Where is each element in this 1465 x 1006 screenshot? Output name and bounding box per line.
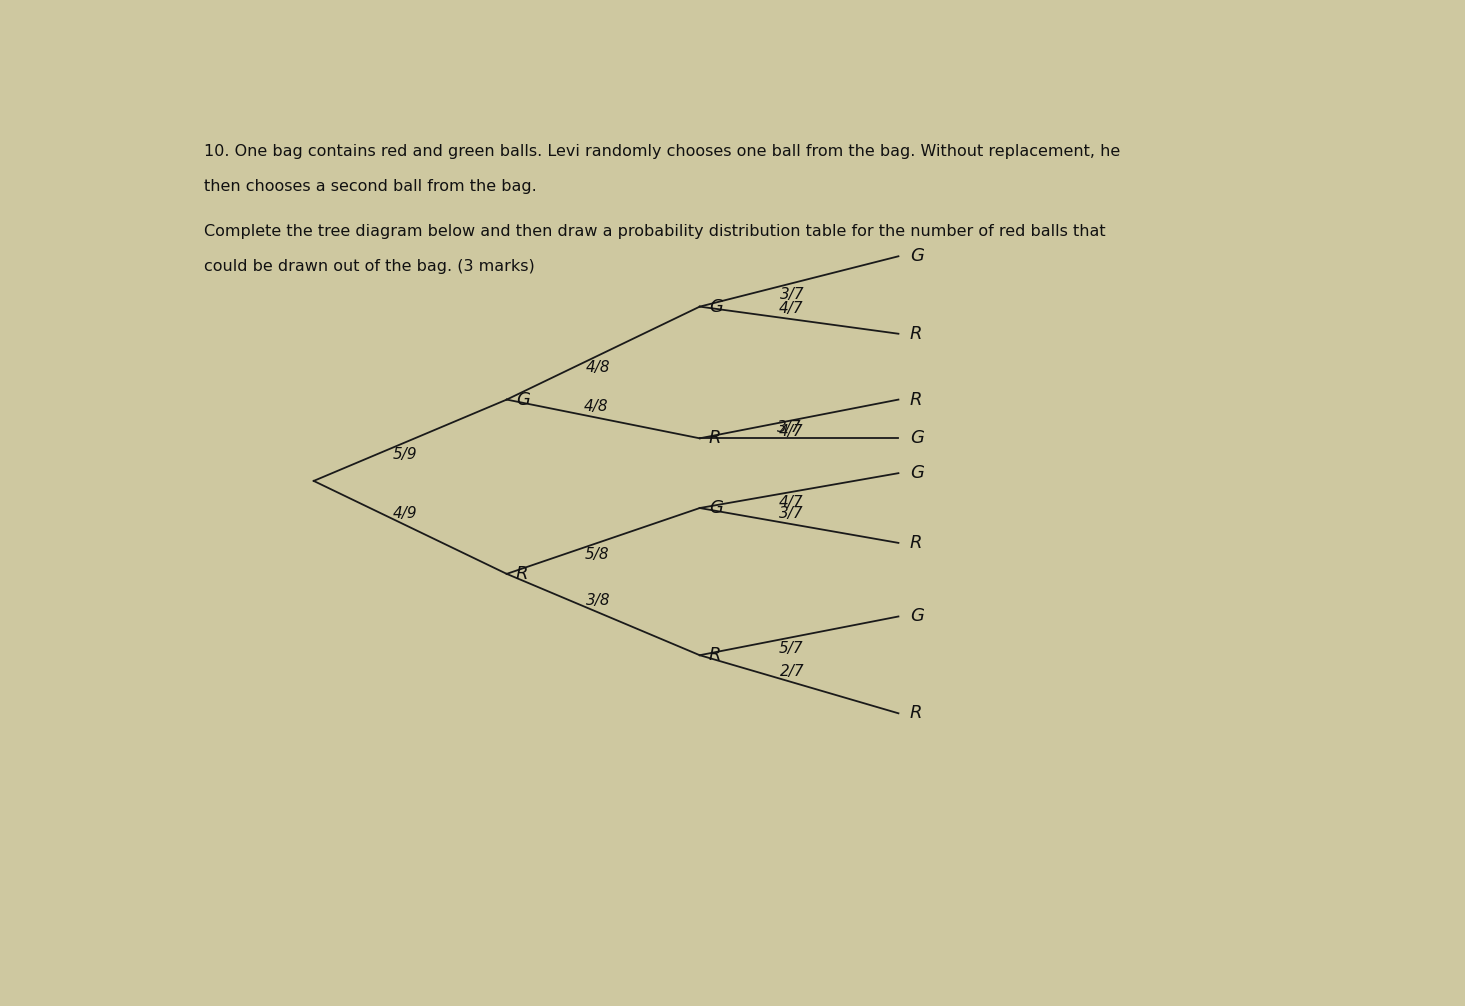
Text: R: R: [709, 430, 721, 448]
Text: G: G: [709, 298, 722, 316]
Text: G: G: [910, 464, 924, 482]
Text: 4/8: 4/8: [586, 360, 611, 375]
Text: G: G: [910, 430, 924, 448]
Text: 5/8: 5/8: [585, 547, 609, 562]
Text: G: G: [516, 390, 530, 408]
Text: 4/7: 4/7: [778, 301, 803, 316]
Text: then chooses a second ball from the bag.: then chooses a second ball from the bag.: [204, 179, 536, 194]
Text: R: R: [910, 390, 923, 408]
Text: R: R: [516, 565, 529, 582]
Text: G: G: [910, 608, 924, 626]
Text: 5/9: 5/9: [393, 447, 418, 462]
Text: R: R: [709, 646, 721, 664]
Text: R: R: [910, 704, 923, 722]
Text: 3/7: 3/7: [776, 421, 801, 435]
Text: 3/7: 3/7: [779, 506, 803, 520]
Text: R: R: [910, 325, 923, 343]
Text: Complete the tree diagram below and then draw a probability distribution table f: Complete the tree diagram below and then…: [204, 223, 1105, 238]
Text: G: G: [709, 499, 722, 517]
Text: 5/7: 5/7: [779, 641, 803, 656]
Text: G: G: [910, 247, 924, 266]
Text: R: R: [910, 534, 923, 552]
Text: 4/7: 4/7: [779, 496, 803, 510]
Text: 3/7: 3/7: [779, 287, 804, 302]
Text: 10. One bag contains red and green balls. Levi randomly chooses one ball from th: 10. One bag contains red and green balls…: [204, 144, 1119, 159]
Text: 2/7: 2/7: [779, 664, 804, 678]
Text: could be drawn out of the bag. (3 marks): could be drawn out of the bag. (3 marks): [204, 259, 535, 274]
Text: 4/9: 4/9: [393, 506, 418, 520]
Text: 4/7: 4/7: [779, 424, 803, 439]
Text: 4/8: 4/8: [583, 399, 608, 413]
Text: 3/8: 3/8: [586, 594, 609, 608]
